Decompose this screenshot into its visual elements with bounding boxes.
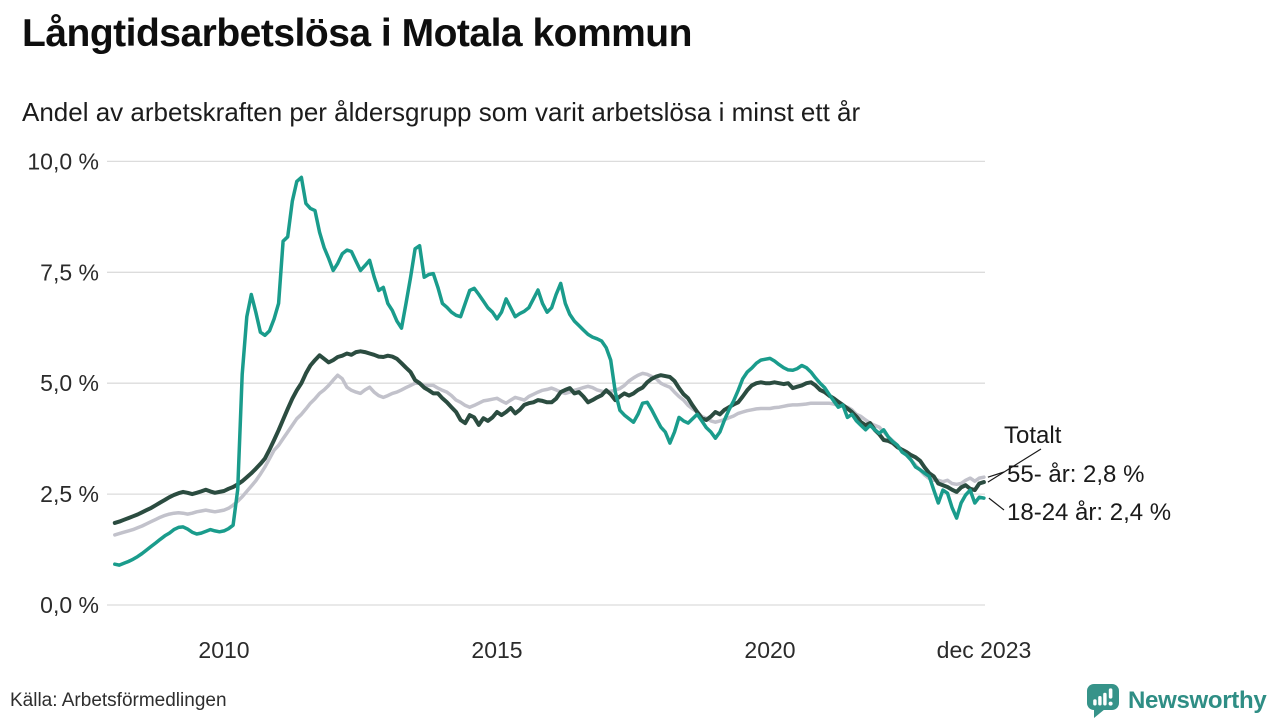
annotation-18-24-ar: 18-24 år: 2,4 % — [1007, 499, 1172, 526]
newsworthy-logo: Newsworthy — [1085, 682, 1267, 719]
series-line-55-ar — [113, 371, 986, 537]
series-line-18-24-ar — [113, 175, 986, 567]
x-tick-label: 2010 — [198, 637, 249, 663]
y-tick-label: 10,0 % — [27, 148, 99, 174]
page-subtitle: Andel av arbetskraften per åldersgrupp s… — [22, 97, 861, 127]
annotation-leader-line — [987, 471, 1005, 478]
y-tick-label: 5,0 % — [40, 370, 99, 396]
y-tick-label: 0,0 % — [40, 592, 99, 618]
x-tick-label: dec 2023 — [937, 637, 1032, 663]
page-title: Långtidsarbetslösa i Motala kommun — [22, 12, 692, 55]
newsworthy-wordmark: Newsworthy — [1128, 686, 1267, 714]
y-tick-label: 2,5 % — [40, 481, 99, 507]
annotation-leader-line — [988, 497, 1005, 511]
annotation-totalt: Totalt — [1004, 422, 1062, 449]
speech-bubble-shape — [1087, 684, 1119, 710]
speech-bubble-tail — [1094, 708, 1105, 718]
bar-chart-glyph — [1093, 692, 1107, 706]
annotation-55-ar: 55- år: 2,8 % — [1007, 461, 1145, 488]
annotation-leader-line — [987, 448, 1042, 483]
source-note: Källa: Arbetsförmedlingen — [10, 690, 227, 711]
x-tick-label: 2020 — [744, 637, 795, 663]
series-line-totalt — [112, 349, 986, 525]
y-tick-label: 7,5 % — [40, 259, 99, 285]
newsworthy-bubble-chart-icon — [1087, 684, 1119, 718]
x-tick-label: 2015 — [471, 637, 522, 663]
exclamation-glyph — [1108, 688, 1113, 706]
